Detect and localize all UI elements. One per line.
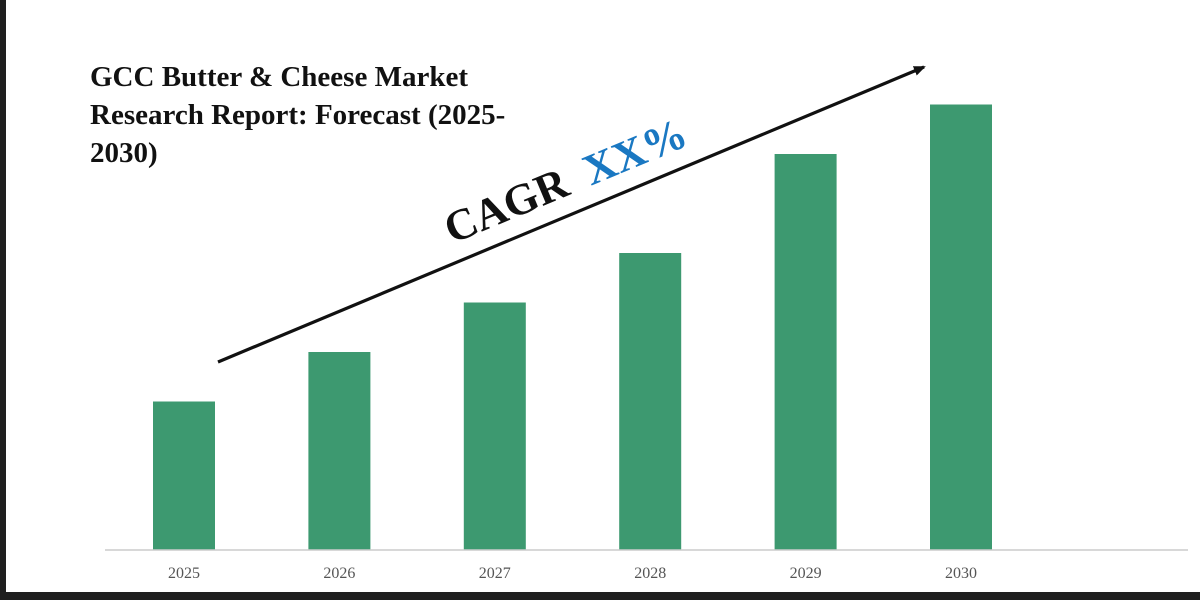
bar-2025 [153, 401, 215, 550]
x-tick-label-2030: 2030 [945, 565, 977, 582]
bar-2029 [774, 154, 837, 550]
x-tick-label-2028: 2028 [634, 565, 666, 582]
x-tick-labels: 2025 2026 2027 2028 2029 2030 [168, 565, 977, 582]
x-tick-label-2027: 2027 [479, 565, 511, 582]
bottom-edge-border [0, 592, 1200, 600]
x-tick-label-2026: 2026 [323, 565, 355, 582]
cagr-prefix: CAGR [437, 158, 577, 254]
x-tick-label-2025: 2025 [168, 565, 200, 582]
bars-layer [153, 104, 992, 550]
left-edge-border [0, 0, 6, 600]
chart-title: GCC Butter & Cheese Market Research Repo… [90, 61, 506, 169]
bar-2027 [463, 302, 526, 550]
x-tick-label-2029: 2029 [790, 565, 822, 582]
trend-arrow-icon [217, 65, 926, 364]
bar-2030 [930, 104, 992, 550]
bar-2028 [619, 253, 682, 550]
cagr-value: XX% [576, 108, 694, 195]
bar-2026 [308, 352, 371, 550]
